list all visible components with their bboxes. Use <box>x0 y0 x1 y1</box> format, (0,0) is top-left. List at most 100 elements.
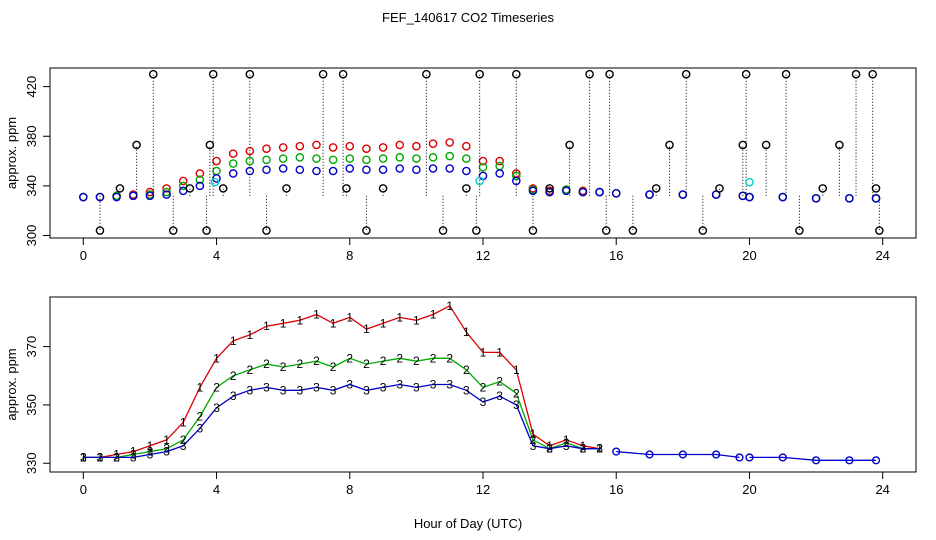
series-label-point: 3 <box>546 442 553 456</box>
y-tick-label: 420 <box>24 76 39 98</box>
data-point <box>115 184 125 193</box>
data-point <box>278 154 288 163</box>
data-point <box>245 156 255 166</box>
series-label-point: 3 <box>147 448 154 462</box>
series-label-point: 1 <box>380 316 387 330</box>
series-label-point: 1 <box>163 433 170 447</box>
series-label-point: 2 <box>213 380 220 394</box>
data-point <box>112 192 121 202</box>
data-point <box>312 166 321 176</box>
series-label-point: 2 <box>480 380 487 394</box>
series-label-point: 3 <box>330 383 337 397</box>
series-line <box>616 450 740 459</box>
data-point <box>362 226 371 235</box>
x-tick-label: 0 <box>80 482 87 497</box>
series-label-point: 2 <box>180 433 187 447</box>
data-point <box>328 166 338 176</box>
series-label-point: 2 <box>513 386 520 400</box>
data-point <box>475 69 484 79</box>
data-point <box>412 154 421 163</box>
series-label-point: 2 <box>197 410 204 424</box>
series-label-point: 1 <box>513 363 520 377</box>
data-point <box>318 69 328 79</box>
data-point <box>195 181 205 191</box>
y-tick-label: 300 <box>24 225 39 247</box>
data-point <box>712 450 721 459</box>
series-label-point: 1 <box>413 313 420 327</box>
data-point <box>845 456 854 465</box>
data-point <box>735 453 744 462</box>
series-label-point: 1 <box>596 442 603 456</box>
series-label-point: 3 <box>413 380 420 394</box>
x-tick-label: 16 <box>609 248 623 263</box>
data-point <box>342 184 351 193</box>
data-point <box>871 193 881 203</box>
data-point <box>745 177 754 187</box>
data-point <box>612 447 621 456</box>
x-tick-label: 24 <box>875 248 889 263</box>
y-tick-label: 380 <box>24 125 39 147</box>
data-point <box>428 153 438 162</box>
x-tick-label: 12 <box>476 248 490 263</box>
data-point <box>438 226 448 235</box>
data-point <box>871 456 881 465</box>
data-point <box>875 226 884 235</box>
data-point <box>445 138 454 147</box>
data-point <box>678 190 688 199</box>
data-point <box>195 175 205 184</box>
data-point <box>811 456 821 465</box>
data-point <box>228 159 238 168</box>
data-point <box>395 140 405 150</box>
series-label-point: 2 <box>496 375 503 389</box>
x-tick-label: 16 <box>609 482 623 497</box>
y-tick-label: 350 <box>24 394 39 416</box>
data-point <box>79 192 88 202</box>
figure-title: FEF_140617 CO2 Timeseries <box>382 10 554 25</box>
series-label-point: 2 <box>363 357 370 371</box>
series-label-point: 1 <box>130 445 137 459</box>
y-axis-label: approx. ppm <box>4 117 19 189</box>
data-point <box>132 140 141 150</box>
series-label-point: 3 <box>513 398 520 412</box>
series-label-point: 2 <box>247 363 254 377</box>
data-point <box>738 140 748 150</box>
series-label-point: 1 <box>530 427 537 441</box>
data-point <box>561 186 571 196</box>
data-point <box>345 154 355 163</box>
data-point <box>868 69 878 79</box>
series-label-point: 1 <box>280 316 287 330</box>
series-label-point: 2 <box>380 354 387 368</box>
x-tick-label: 0 <box>80 248 87 263</box>
series-label-point: 1 <box>563 433 570 447</box>
series-label-point: 1 <box>463 325 470 339</box>
data-point <box>312 154 321 163</box>
series-label-point: 3 <box>496 389 503 403</box>
data-point <box>605 69 614 79</box>
series-label-point: 2 <box>130 448 137 462</box>
series-label-point: 1 <box>230 334 237 348</box>
data-point <box>845 193 854 203</box>
data-point <box>645 450 654 459</box>
data-point <box>512 69 521 79</box>
data-point <box>278 164 288 173</box>
data-point <box>228 169 238 178</box>
data-point <box>495 156 504 166</box>
series-label-point: 1 <box>430 308 437 322</box>
data-point <box>745 192 754 202</box>
data-point <box>162 184 171 193</box>
data-point <box>462 166 471 176</box>
data-point <box>312 140 321 150</box>
data-point <box>778 453 787 462</box>
data-point <box>745 453 754 462</box>
data-point <box>395 153 405 162</box>
data-point <box>148 69 158 79</box>
y-tick-label: 370 <box>24 336 39 358</box>
data-point <box>262 144 271 153</box>
data-point <box>262 155 271 165</box>
series-label-point: 3 <box>180 439 187 453</box>
series-label-point: 1 <box>180 415 187 429</box>
data-point <box>422 69 431 79</box>
data-point <box>445 164 454 173</box>
data-point <box>262 226 271 235</box>
